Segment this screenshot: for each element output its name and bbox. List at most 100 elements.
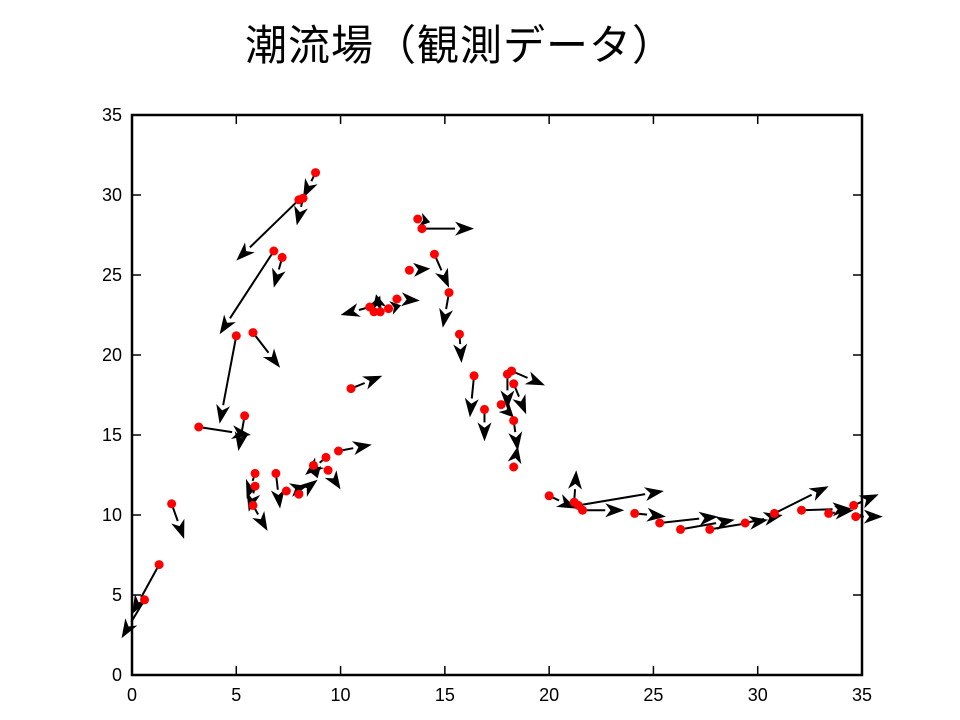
vector-arrowhead: [252, 511, 268, 531]
vector-arrowhead: [303, 178, 318, 199]
vector-shaft: [222, 335, 238, 406]
vector-arrowhead: [236, 242, 255, 261]
observation-point: [375, 307, 385, 317]
vector-shaft: [578, 493, 646, 507]
observation-point: [277, 252, 287, 262]
x-tick-label: 20: [539, 685, 559, 705]
observation-point: [509, 416, 519, 426]
current-vector: [236, 199, 300, 261]
observation-point: [248, 328, 258, 338]
chart-title: 潮流場（観測データ）: [244, 21, 675, 70]
current-vector: [659, 511, 719, 526]
observation-point: [240, 411, 250, 421]
vector-arrowhead: [132, 594, 148, 615]
observation-point: [384, 304, 394, 314]
current-vector: [568, 470, 583, 503]
observation-point: [740, 518, 750, 528]
observation-point: [544, 491, 554, 501]
current-vector: [773, 486, 829, 515]
current-vector: [340, 303, 371, 317]
x-tick-label: 15: [435, 685, 455, 705]
observation-point: [140, 595, 150, 605]
observation-point: [194, 422, 204, 432]
observation-point: [630, 508, 640, 518]
vector-arrowhead: [294, 205, 308, 226]
vector-arrowhead: [234, 431, 249, 451]
y-tick-label: 5: [112, 585, 122, 605]
observation-point: [507, 366, 517, 376]
observation-point: [248, 500, 258, 510]
observation-point: [154, 560, 164, 570]
x-tick-label: 5: [231, 685, 241, 705]
observation-point: [250, 481, 260, 491]
vector-arrowhead: [298, 479, 318, 497]
observation-point: [250, 468, 260, 478]
vector-arrowhead: [507, 446, 522, 465]
vector-shaft: [229, 250, 275, 319]
observation-point: [321, 452, 331, 462]
current-vector: [216, 335, 238, 424]
vector-arrowhead: [605, 503, 625, 518]
observation-point: [417, 224, 427, 234]
current-vector: [350, 375, 383, 390]
vector-arrowhead: [262, 348, 281, 368]
y-tick-label: 0: [112, 665, 122, 685]
vector-arrowhead: [171, 518, 185, 539]
x-tick-label: 30: [748, 685, 768, 705]
current-vector: [508, 420, 523, 451]
current-vector: [338, 441, 372, 456]
y-tick-label: 10: [102, 505, 122, 525]
observation-point: [294, 489, 304, 499]
current-vector: [219, 250, 275, 335]
vector-arrowhead: [643, 487, 664, 502]
y-tick-label: 15: [102, 425, 122, 445]
observation-point: [271, 468, 281, 478]
plot-frame: [130, 113, 864, 677]
y-tick-label: 20: [102, 345, 122, 365]
current-vector: [578, 487, 664, 507]
observation-point: [308, 460, 318, 470]
vector-arrowhead: [748, 515, 769, 530]
observation-point: [824, 508, 834, 518]
current-vector: [512, 383, 527, 415]
observation-point: [509, 379, 519, 389]
y-tick-label: 35: [102, 105, 122, 125]
current-vector: [272, 257, 286, 288]
vector-arrowhead: [340, 303, 361, 317]
vector-arrowhead: [439, 307, 453, 328]
vector-arrowhead: [270, 488, 285, 509]
vector-arrowhead: [216, 403, 231, 424]
observation-point: [676, 524, 686, 534]
observation-point: [311, 168, 321, 178]
y-tick-label: 25: [102, 265, 122, 285]
observation-point: [281, 486, 291, 496]
vector-shaft: [773, 493, 813, 515]
vector-arrowhead: [362, 375, 383, 390]
vector-arrowhead: [413, 262, 431, 277]
vector-shaft: [249, 199, 300, 249]
points-layer: [140, 168, 861, 605]
observation-point: [496, 400, 506, 410]
observation-point: [769, 508, 779, 518]
vector-arrowhead: [477, 422, 492, 442]
vector-arrowhead: [418, 212, 431, 227]
observation-point: [269, 246, 279, 256]
observation-point: [851, 512, 861, 522]
vector-arrowhead: [464, 397, 479, 418]
vector-arrowhead: [524, 371, 545, 386]
vector-arrowhead: [808, 486, 829, 501]
current-vector: [132, 564, 160, 615]
vector-arrowhead: [833, 505, 854, 520]
observation-point: [346, 384, 356, 394]
observation-point: [849, 500, 859, 510]
axes-layer: 0 5 10 15 20 25 30 35 0 5 10 15 20 25 30 35: [102, 105, 872, 705]
current-vector: [421, 221, 475, 236]
vector-arrowhead: [508, 431, 523, 451]
vector-shaft: [659, 517, 700, 524]
y-tick-label: 30: [102, 185, 122, 205]
vector-arrowhead: [389, 301, 402, 315]
observation-point: [479, 404, 489, 414]
vector-arrowhead: [351, 441, 372, 456]
vector-arrowhead: [498, 402, 514, 418]
